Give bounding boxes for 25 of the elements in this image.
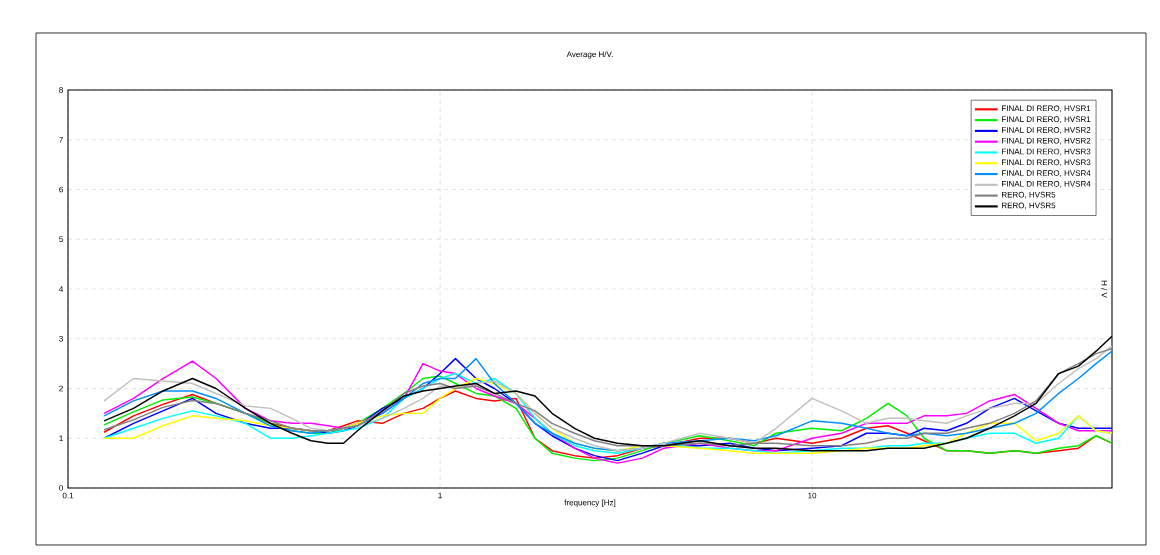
y-axis-title: H / V (1101, 280, 1108, 298)
x-tick-label: 1 (438, 492, 442, 499)
x-axis-title: frequency [Hz] (564, 499, 616, 507)
x-tick-label: 10 (808, 492, 817, 499)
legend-label: FINAL DI RERO, HVSR2 (1002, 127, 1091, 134)
y-tick-label: 5 (59, 236, 63, 243)
legend-label: FINAL DI RERO, HVSR4 (1002, 181, 1091, 188)
y-tick-label: 7 (59, 136, 63, 143)
x-tick-label: 0.1 (62, 492, 74, 499)
y-tick-label: 1 (59, 435, 63, 441)
legend-label: FINAL DI RERO, HVSR4 (1002, 170, 1091, 177)
chart-title: Average H/V. (566, 51, 613, 59)
legend-label: FINAL DI RERO, HVSR1 (1002, 105, 1091, 113)
legend-label: FINAL DI RERO, HVSR3 (1002, 159, 1091, 167)
y-tick-label: 6 (59, 186, 63, 193)
y-tick-label: 8 (59, 87, 63, 93)
y-tick-label: 4 (59, 286, 64, 292)
legend-label: FINAL DI RERO, HVSR3 (1002, 148, 1091, 156)
y-tick-label: 2 (59, 385, 63, 392)
y-tick-label: 0 (59, 485, 63, 491)
legend-label: RERO, HVSR5 (1002, 202, 1056, 210)
y-tick-label: 3 (59, 335, 63, 342)
legend-label: FINAL DI RERO, HVSR2 (1002, 137, 1091, 145)
legend-label: RERO, HVSR5 (1002, 191, 1056, 199)
legend-label: FINAL DI RERO, HVSR1 (1002, 116, 1091, 123)
